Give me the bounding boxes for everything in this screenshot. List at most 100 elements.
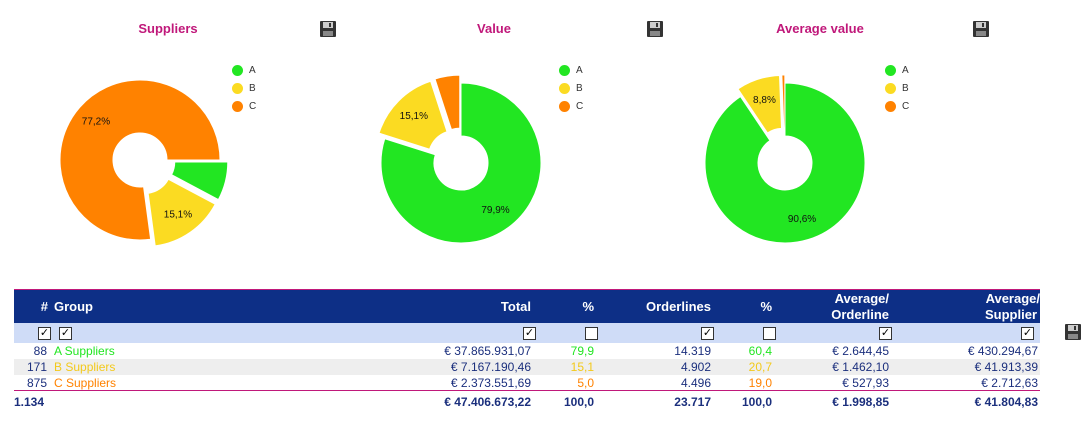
cell-num: 88 [33, 344, 47, 358]
col-header-pct[interactable]: % [582, 299, 594, 314]
table-total-row: 1.134 € 47.406.673,22 100,0 23.717 100,0… [14, 390, 1040, 411]
save-icon[interactable] [1064, 323, 1082, 341]
legend-label: C [249, 100, 257, 112]
legend-label: C [902, 100, 910, 112]
pie-slice-b[interactable] [147, 178, 216, 247]
cell-group[interactable]: A Suppliers [54, 344, 115, 358]
cell-pct: 15,1 [570, 360, 594, 374]
column-toggle-row: ✓ ✓ ✓ ✓ ✓ ✓ [14, 323, 1040, 343]
checkbox-pct[interactable] [585, 327, 598, 340]
save-icon[interactable] [646, 20, 664, 38]
legend-marker [232, 64, 243, 76]
total-total: € 47.406.673,22 [444, 395, 531, 409]
legend-item: A [559, 61, 583, 79]
col-header-orderlines[interactable]: Orderlines [645, 299, 711, 314]
chart-average-value: Average value A B C 90,6% 8,8% [652, 0, 992, 270]
legend-item: A [232, 61, 256, 79]
legend-label: B [249, 82, 256, 94]
cell-orderlines: 14.319 [674, 344, 711, 358]
chart-legend: A B C [232, 61, 256, 115]
cell-avg-supplier: € 430.294,67 [967, 344, 1038, 358]
col-header-pct[interactable]: % [760, 299, 772, 314]
legend-item: A [885, 61, 909, 79]
table-header: # Group Total % Orderlines % Average/ Or… [14, 289, 1040, 324]
save-icon[interactable] [319, 20, 337, 38]
cell-pct: 5,0 [577, 376, 594, 390]
col-header-avg-supplier[interactable]: Average/ Supplier [938, 291, 1040, 323]
total-avg-orderline: € 1.998,85 [832, 395, 889, 409]
cell-pct: 60,4 [748, 344, 772, 358]
checkbox-orderlines[interactable]: ✓ [701, 327, 714, 340]
pie-slice-c[interactable] [434, 74, 461, 131]
legend-item: B [559, 79, 583, 97]
chart-title: Average value [776, 21, 864, 36]
pie-slice-a[interactable] [380, 82, 542, 244]
checkbox-avg-orderline[interactable]: ✓ [879, 327, 892, 340]
pie-slice-b[interactable] [737, 74, 783, 134]
table-row[interactable]: 875 C Suppliers € 2.373.551,69 5,0 4.496… [14, 375, 1040, 391]
chart-value: Value A B C 79,9% 15,1% [328, 0, 668, 270]
legend-marker [232, 100, 243, 112]
total-pct: 100,0 [563, 395, 594, 409]
cell-group[interactable]: C Suppliers [54, 376, 117, 390]
cell-avg-orderline: € 527,93 [842, 376, 889, 390]
slice-label: 8,8% [753, 95, 776, 106]
legend-marker [885, 64, 896, 76]
legend-item: C [559, 97, 583, 115]
slice-label: 79,9% [481, 205, 509, 216]
pie-slice-a[interactable] [170, 161, 229, 201]
legend-item: C [885, 97, 909, 115]
chart-title: Suppliers [138, 21, 198, 36]
table-row[interactable]: 88 A Suppliers € 37.865.931,07 79,9 14.3… [14, 343, 1040, 359]
legend-marker [885, 82, 896, 94]
legend-label: A [576, 64, 583, 76]
legend-marker [559, 82, 570, 94]
total-num: 1.134 [14, 395, 45, 409]
cell-num: 171 [26, 360, 47, 374]
cell-total: € 2.373.551,69 [450, 376, 531, 390]
pie-slice-c[interactable] [781, 74, 786, 129]
pie-slice-c[interactable] [59, 79, 221, 241]
pie-slice-a[interactable] [704, 82, 866, 244]
chart-legend: A B C [559, 61, 583, 115]
col-header-avg-orderline[interactable]: Average/ Orderline [789, 291, 889, 323]
legend-marker [232, 82, 243, 94]
pie-chart: 79,9% 15,1% [378, 74, 542, 244]
total-pct: 100,0 [741, 395, 772, 409]
cell-avg-orderline: € 2.644,45 [832, 344, 889, 358]
col-header-line: Average/ [834, 291, 889, 306]
slice-label: 15,1% [164, 210, 192, 221]
pie-slice-b[interactable] [378, 80, 448, 150]
slice-label: 77,2% [82, 116, 110, 127]
col-header-num[interactable]: # [40, 299, 48, 314]
chart-suppliers: Suppliers A B C 15,1% 77,2% [0, 0, 340, 270]
cell-total: € 7.167.190,46 [450, 360, 531, 374]
cell-avg-supplier: € 2.712,63 [981, 376, 1038, 390]
col-header-line: Supplier [985, 307, 1038, 322]
total-avg-supplier: € 41.804,83 [974, 395, 1038, 409]
checkbox-avg-supplier[interactable]: ✓ [1021, 327, 1034, 340]
checkbox-total[interactable]: ✓ [523, 327, 536, 340]
table-row[interactable]: 171 B Suppliers € 7.167.190,46 15,1 4.90… [14, 359, 1040, 375]
col-header-group[interactable]: Group [54, 299, 93, 314]
legend-item: B [232, 79, 256, 97]
legend-marker [559, 100, 570, 112]
slice-label: 90,6% [788, 214, 816, 225]
checkbox-group[interactable]: ✓ [59, 327, 72, 340]
cell-group[interactable]: B Suppliers [54, 360, 116, 374]
legend-label: B [902, 82, 909, 94]
legend-marker [559, 64, 570, 76]
legend-label: C [576, 100, 584, 112]
cell-total: € 37.865.931,07 [444, 344, 531, 358]
cell-pct: 79,9 [570, 344, 594, 358]
cell-avg-supplier: € 41.913,39 [974, 360, 1038, 374]
legend-marker [885, 100, 896, 112]
pie-chart: 15,1% 77,2% [59, 79, 229, 247]
cell-pct: 20,7 [748, 360, 772, 374]
checkbox-pct[interactable] [763, 327, 776, 340]
total-orderlines: 23.717 [674, 395, 711, 409]
col-header-total[interactable]: Total [500, 299, 531, 314]
save-icon[interactable] [972, 20, 990, 38]
checkbox-num[interactable]: ✓ [38, 327, 51, 340]
slice-label: 15,1% [400, 111, 428, 122]
